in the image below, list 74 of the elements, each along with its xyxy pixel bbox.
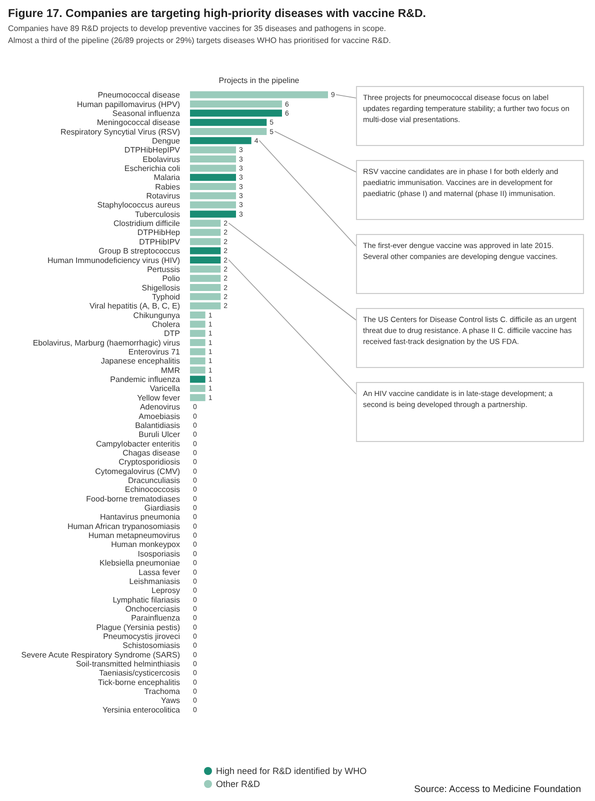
y-tick-label: Balantidiasis <box>135 420 180 430</box>
y-tick-label: DTP <box>164 329 180 338</box>
y-tick-label: MMR <box>160 366 180 375</box>
y-tick-label: Seasonal influenza <box>112 108 181 118</box>
y-tick-label: Malaria <box>154 173 181 182</box>
y-tick-label: Rotavirus <box>146 192 180 201</box>
y-tick-label: Escherichia coli <box>124 164 180 173</box>
y-tick-label: Chikungunya <box>133 310 181 320</box>
source-note: Source: Access to Medicine Foundation <box>414 784 581 795</box>
y-tick-label: Dengue <box>152 136 181 146</box>
y-tick-label: Dracunculiasis <box>128 476 180 485</box>
y-tick-label: Tuberculosis <box>134 210 180 219</box>
y-tick-label: Cholera <box>152 320 181 329</box>
y-tick-label: Staphylococcus aureus <box>97 200 180 210</box>
y-tick-label: Chagas disease <box>122 448 181 458</box>
y-tick-label: Human monkeypox <box>111 540 180 550</box>
chart-subtitle: Companies have 89 R&D projects to develop preventive vaccines for 35 diseases and pathogens in scope. Almost a third of the pipeline (26/89 projects or 29%) targets diseases WHO has prioritised for vaccine R&D. <box>8 23 392 47</box>
y-tick-label: Ebolavirus <box>142 154 180 164</box>
y-tick-label: Human Immunodeficiency virus (HIV) <box>48 256 180 265</box>
y-tick-label: Ebolavirus, Marburg (haemorrhagic) virus <box>32 338 180 348</box>
y-tick-label: Meningococcal disease <box>96 118 181 128</box>
y-tick-label: Pertussis <box>147 264 180 274</box>
y-tick-label: Leishmaniasis <box>129 576 180 586</box>
y-tick-label: Buruli Ulcer <box>138 430 180 440</box>
y-tick-label: Pneumocystis jiroveci <box>103 632 180 641</box>
y-tick-label: DTPHibHepIPV <box>124 146 181 155</box>
y-tick-label: Lymphatic filariasis <box>112 595 180 604</box>
y-tick-label: Rabies <box>155 182 180 192</box>
y-tick-label: Schistosomiasis <box>122 641 180 650</box>
y-tick-label: Respiratory Syncytial Virus (RSV) <box>60 127 180 136</box>
y-tick-label: Typhoid <box>152 292 180 302</box>
y-tick-label: Human metapneumovirus <box>88 531 180 540</box>
x-axis-title: Projects in the pipeline <box>218 76 300 85</box>
y-tick-label: DTPHibIPV <box>139 237 181 246</box>
y-tick-label: Campylobacter enteritis <box>96 439 180 448</box>
y-tick-label: Taeniasis/cysticercosis <box>99 668 180 678</box>
y-tick-label: Hantavirus pneumonia <box>100 512 181 522</box>
y-tick-label: Adenovirus <box>140 402 180 412</box>
y-tick-label: Cryptosporidiosis <box>118 458 180 467</box>
y-tick-label: Yellow fever <box>137 393 180 402</box>
y-tick-label: Plague (Yersinia pestis) <box>96 622 180 632</box>
y-tick-label: Yersinia enterocolitica <box>102 705 181 714</box>
y-tick-label: Polio <box>162 274 181 284</box>
y-tick-label: Echinococcosis <box>124 485 180 494</box>
y-tick-label: Giardiasis <box>144 504 180 513</box>
y-tick-label: Isosporiasis <box>138 549 180 558</box>
y-tick-label: Human African trypanosomiasis <box>68 522 180 531</box>
y-tick-label: Trachoma <box>144 687 181 696</box>
y-tick-label: Severe Acute Respiratory Syndrome (SARS) <box>21 650 180 660</box>
y-tick-label: Human papillomavirus (HPV) <box>76 100 180 109</box>
legend-label: High need for R&D identified by WHO <box>216 766 367 776</box>
y-tick-label: Cytomegalovirus (CMV) <box>95 466 180 476</box>
y-tick-label: Tick-borne encephalitis <box>98 678 180 687</box>
y-tick-label: DTPHibHep <box>137 228 181 238</box>
y-tick-label: Soil-transmitted helminthiasis <box>76 660 180 669</box>
y-tick-label: Viral hepatitis (A, B, C, E) <box>89 302 180 311</box>
y-tick-label: Klebsiella pneumoniae <box>100 558 181 568</box>
y-tick-label: Enterovirus 71 <box>128 348 181 357</box>
y-tick-label: Varicella <box>150 384 181 394</box>
y-tick-label: Parainfluenza <box>131 614 181 623</box>
y-tick-label: Pandemic influenza <box>110 375 181 384</box>
y-tick-label: Food-borne trematodiases <box>86 494 180 504</box>
y-tick-label: Yaws <box>161 696 180 706</box>
y-tick-label: Onchocerciasis <box>125 604 180 614</box>
y-tick-label: Shigellosis <box>142 283 180 292</box>
y-tick-label: Leprosy <box>152 586 180 596</box>
legend-label: Other R&D <box>216 779 260 789</box>
y-tick-label: Lassa fever <box>138 568 180 577</box>
chart-title: Figure 17. Companies are targeting high-priority diseases with vaccine R&D. <box>8 8 427 20</box>
y-tick-label: Japanese encephalitis <box>100 356 180 366</box>
y-tick-label: Group B streptococcus <box>98 246 180 256</box>
y-tick-label: Pneumococcal disease <box>98 90 181 100</box>
y-tick-label: Amoebiasis <box>138 412 180 421</box>
y-tick-label: Clostridium difficile <box>113 219 181 228</box>
